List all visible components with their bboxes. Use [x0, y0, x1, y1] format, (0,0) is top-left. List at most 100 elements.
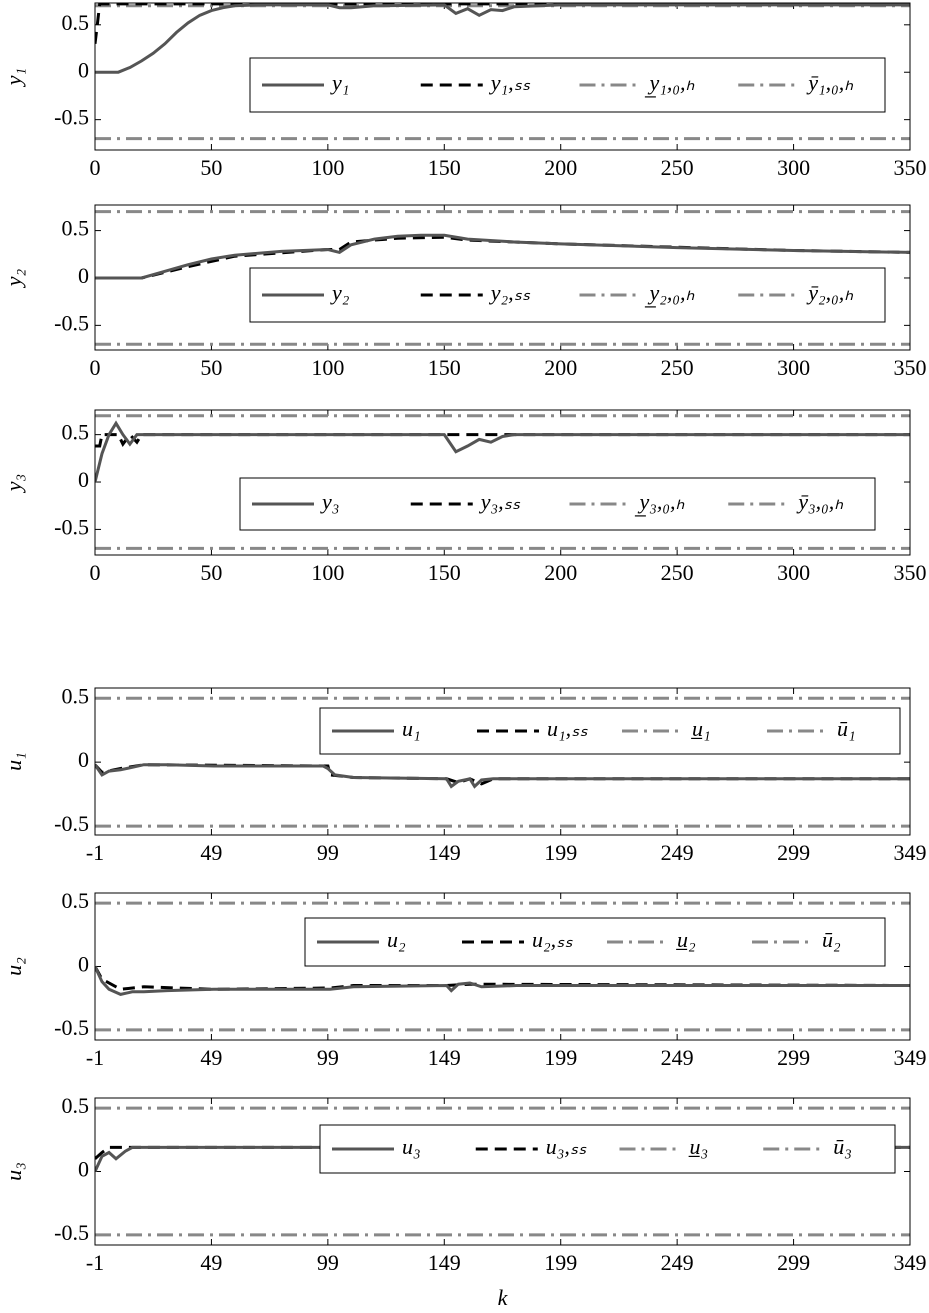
- y-tick-label: 0.5: [62, 683, 90, 708]
- x-tick-label: 49: [200, 1045, 222, 1070]
- x-tick-label: 350: [894, 560, 927, 585]
- series-line: [95, 233, 910, 280]
- axes-frame: [94, 2, 911, 151]
- x-tick-label: 100: [311, 155, 344, 180]
- x-tick-label: 150: [428, 155, 461, 180]
- x-tick-label: 349: [894, 1045, 927, 1070]
- y-tick-label: 0: [78, 747, 89, 772]
- x-tick-label: 99: [317, 1250, 339, 1275]
- x-tick-label: 200: [544, 560, 577, 585]
- series-line: [95, 432, 910, 448]
- x-tick-label: 350: [894, 155, 927, 180]
- x-tick-label: -1: [86, 1250, 104, 1275]
- series-group: [95, 3, 910, 141]
- legend-label: u̲₃: [689, 1134, 709, 1159]
- x-tick-label: 0: [90, 560, 101, 585]
- x-tick-label: 349: [894, 840, 927, 865]
- x-tick-label: 49: [200, 1250, 222, 1275]
- axes-frame: [94, 687, 911, 836]
- y-axis-label: u₃: [1, 1162, 26, 1181]
- x-tick-label: 49: [200, 840, 222, 865]
- y-tick-label: 0: [78, 263, 89, 288]
- axes-frame: [94, 1097, 911, 1246]
- x-tick-label: 199: [544, 1045, 577, 1070]
- legend-label: y̲₃,₀,ₕ: [635, 489, 685, 517]
- legend-label: u̲₂: [676, 927, 696, 952]
- legend-label: ȳ₃,₀,ₕ: [796, 489, 843, 514]
- x-tick-label: 99: [317, 840, 339, 865]
- x-tick-label: 250: [661, 155, 694, 180]
- series-line: [95, 3, 910, 44]
- y-tick-label: 0: [78, 1157, 89, 1182]
- x-tick-label: 149: [428, 840, 461, 865]
- y-tick-label: 0.5: [62, 10, 90, 35]
- x-tick-label: -1: [86, 840, 104, 865]
- x-tick-label: 249: [661, 1045, 694, 1070]
- series-line: [95, 3, 910, 74]
- y-tick-label: -0.5: [54, 1220, 89, 1245]
- series-line: [95, 965, 910, 996]
- legend-label: u₂,ₛₛ: [532, 927, 573, 952]
- legend: y₃ y₃,ₛₛ y̲₃,₀,ₕ ȳ₃,₀,ₕ: [239, 477, 876, 531]
- series-group: [95, 210, 910, 346]
- x-tick-label: 0: [90, 155, 101, 180]
- x-tick-label: 0: [90, 355, 101, 380]
- y-axis-label: y₃: [1, 474, 26, 493]
- series-group: [95, 901, 910, 1032]
- legend: u₂ u₂,ₛₛ u̲₂ ū₂: [304, 917, 886, 967]
- legend: y₁ y₁,ₛₛ y̲₁,₀,ₕ ȳ₁,₀,ₕ: [249, 57, 886, 113]
- x-tick-label: 300: [777, 155, 810, 180]
- y-axis-label: y₂: [1, 268, 26, 288]
- legend-label: ū₂: [822, 927, 841, 952]
- x-tick-label: 300: [777, 560, 810, 585]
- y-tick-label: -0.5: [54, 514, 89, 539]
- y-axis-label: u₂: [1, 957, 26, 976]
- x-tick-label: 300: [777, 355, 810, 380]
- x-tick-label: 350: [894, 355, 927, 380]
- y-tick-label: 0: [78, 952, 89, 977]
- legend-label: u̲₁: [691, 716, 711, 741]
- x-tick-label: 250: [661, 355, 694, 380]
- legend-label: u₂: [387, 927, 406, 952]
- subplot: 0 50 100 150 200 250 300 350-0.500.5y₁ y₁ y₁,ₛₛ y̲…: [1, 2, 927, 180]
- x-tick-label: 150: [428, 560, 461, 585]
- x-tick-label: 299: [777, 840, 810, 865]
- subplot: -1 49 99 149 199 249 299 349 -0.5 0 0.5 u₁ u₁ u₁,ₛₛ u̲…: [1, 683, 926, 865]
- series-line: [95, 965, 910, 991]
- x-tick-label: 250: [661, 560, 694, 585]
- x-tick-label: 200: [544, 155, 577, 180]
- y-tick-label: 0: [78, 467, 89, 492]
- axes-frame: [94, 409, 911, 556]
- legend-label: y̲₁,₀,ₕ: [645, 70, 695, 98]
- x-tick-label: 50: [200, 355, 222, 380]
- y-tick-label: -0.5: [54, 1015, 89, 1040]
- legend-label: u₃,ₛₛ: [546, 1134, 587, 1159]
- legend: u₃ u₃,ₛₛ u̲₃ ū₃: [319, 1124, 896, 1174]
- x-tick-label: 100: [311, 560, 344, 585]
- y-axis-label: u₁: [1, 752, 26, 771]
- x-tick-label: 349: [894, 1250, 927, 1275]
- series-group: [95, 696, 910, 828]
- y-tick-label: 0.5: [62, 216, 90, 241]
- legend: y₂ y₂,ₛₛ y̲₂,₀,ₕ ȳ₂,₀,ₕ: [249, 267, 886, 323]
- axes-frame: [94, 204, 911, 351]
- legend-label: y₃: [320, 489, 339, 514]
- axes-frame: [94, 892, 911, 1041]
- legend-label: y̲₂,₀,ₕ: [645, 280, 695, 308]
- series-group: [95, 414, 910, 550]
- x-tick-label: 200: [544, 355, 577, 380]
- x-tick-label: 150: [428, 355, 461, 380]
- x-tick-label: -1: [86, 1045, 104, 1070]
- y-tick-label: -0.5: [54, 811, 89, 836]
- y-tick-label: -0.5: [54, 310, 89, 335]
- series-line: [95, 420, 910, 483]
- subplot: -1 49 99 149 199 249 299 349 -0.5 0 0.5 u₂ u₂ u₂,ₛₛ u̲…: [1, 888, 926, 1070]
- x-tick-label: 149: [428, 1045, 461, 1070]
- x-tick-label: 249: [661, 840, 694, 865]
- x-tick-label: 149: [428, 1250, 461, 1275]
